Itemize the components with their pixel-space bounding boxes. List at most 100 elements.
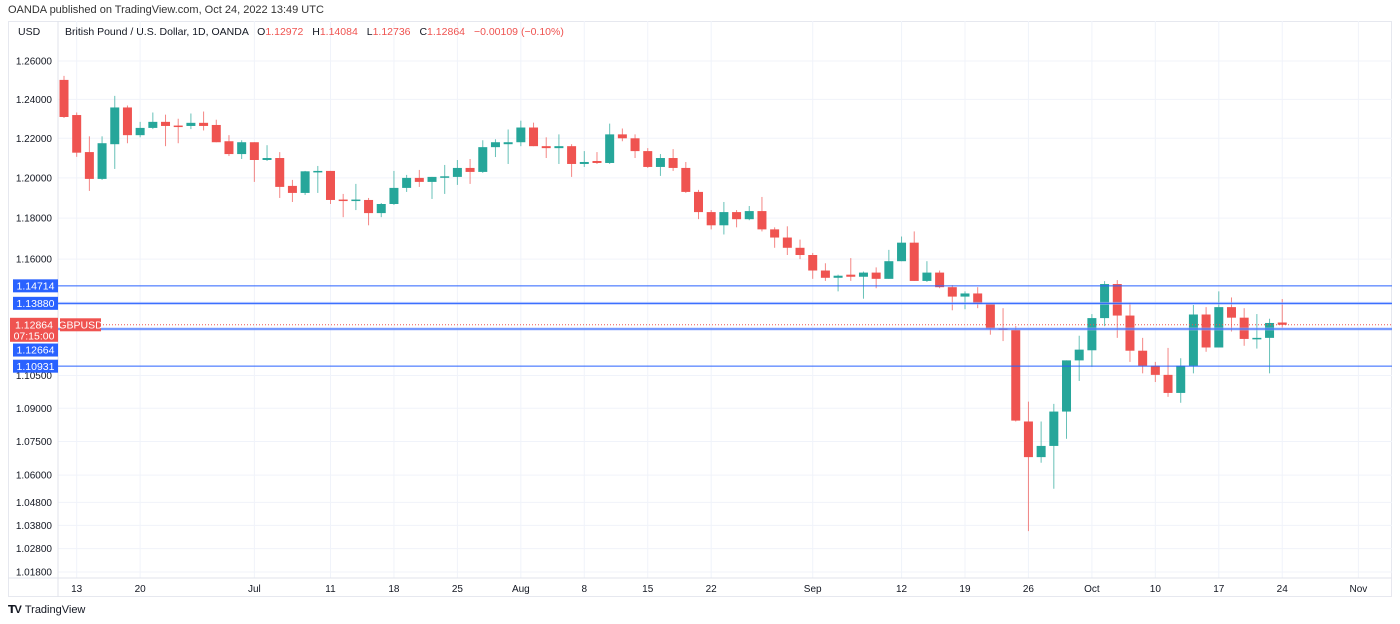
candle-up[interactable] [490,139,500,158]
candle-down[interactable] [770,227,780,248]
candle-down[interactable] [1138,337,1148,374]
candle-down[interactable] [122,105,132,144]
candle-up[interactable] [186,113,196,130]
candle-body [148,121,158,128]
candle-up[interactable] [97,136,107,180]
candle-down[interactable] [199,111,209,131]
candle-down[interactable] [694,189,703,220]
candle-down[interactable] [617,128,627,142]
candle-up[interactable] [110,95,120,169]
candle-down[interactable] [211,119,221,143]
candle-down[interactable] [161,114,171,147]
candle-up[interactable] [833,274,843,292]
candle-down[interactable] [414,169,424,187]
candle-down[interactable] [732,210,742,228]
candle-up[interactable] [402,174,412,192]
candle-down[interactable] [1150,361,1160,383]
horizontal-line[interactable]: 1.13880 [13,296,1392,310]
candle-down[interactable] [808,252,818,279]
candle-up[interactable] [922,261,932,282]
candle-up[interactable] [135,121,145,138]
candle-up[interactable] [1036,421,1046,463]
candle-up[interactable] [376,202,386,218]
candle-up[interactable] [237,140,247,160]
candle-down[interactable] [287,179,297,202]
candle-down[interactable] [947,285,957,311]
candle-down[interactable] [465,159,475,184]
candle-up[interactable] [452,159,462,185]
candle-down[interactable] [1011,326,1021,422]
candle-up[interactable] [1214,291,1224,348]
candle-down[interactable] [173,118,183,144]
candle-down[interactable] [935,270,945,289]
candle-down[interactable] [224,135,234,157]
candle-down[interactable] [325,170,335,204]
candle-down[interactable] [1239,308,1249,346]
candle-up[interactable] [858,271,868,299]
candle-up[interactable] [1265,318,1275,374]
candle-up[interactable] [427,176,437,199]
candle-up[interactable] [389,170,399,206]
time-axis[interactable]: 13 20 Jul 11 18 25 Aug 8 15 22 Sep 12 19 26 Oct 10 17 24 N… [71,584,1367,595]
candle-down[interactable] [668,149,678,171]
candle-up[interactable] [897,236,907,262]
candle-down[interactable] [1125,302,1135,362]
candle-down[interactable] [706,210,716,230]
candle-up[interactable] [313,165,323,193]
horizontal-line[interactable]: 1.10931 [13,359,1392,373]
candle-up[interactable] [744,206,754,221]
candle-up[interactable] [1062,360,1072,439]
candle-up[interactable] [516,120,526,147]
candle-down[interactable] [72,112,82,157]
candle-down[interactable] [1023,401,1033,532]
candle-down[interactable] [529,122,539,147]
candle-body [199,122,209,126]
candle-up[interactable] [262,145,272,161]
candle-up[interactable] [605,123,615,164]
price-axis[interactable]: 1.26000 1.24000 1.22000 1.20000 1.18000 1.160… [16,57,53,579]
candle-down[interactable] [59,75,69,118]
candle-down[interactable] [871,267,881,289]
candle-down[interactable] [1163,347,1173,397]
candle-up[interactable] [1049,403,1059,489]
candle-down[interactable] [643,148,653,168]
candle-down[interactable] [338,193,348,218]
candle-up[interactable] [503,129,513,164]
candle-up[interactable] [351,183,361,211]
candle-up[interactable] [1176,358,1186,403]
candle-up[interactable] [478,140,488,173]
horizontal-line[interactable]: 1.12664 [13,327,1392,357]
candle-down[interactable] [820,263,830,281]
candle-up[interactable] [884,249,894,279]
candle-down[interactable] [364,197,374,226]
candle-up[interactable] [554,134,564,164]
candle-up[interactable] [1074,335,1084,381]
candle-down[interactable] [249,142,259,182]
candle-down[interactable] [782,226,792,256]
candle-down[interactable] [630,134,640,159]
candle-down[interactable] [795,239,805,260]
candle-down[interactable] [846,258,856,281]
candle-down[interactable] [681,161,691,193]
candle-down[interactable] [275,152,285,198]
candle-down[interactable] [84,136,94,191]
candle-up[interactable] [579,151,589,167]
candle-up[interactable] [1087,314,1097,367]
footer[interactable]: 𝗧V TradingView [8,603,85,617]
candle-down[interactable] [541,137,551,159]
candle-up[interactable] [1252,314,1262,349]
candle-down[interactable] [592,152,602,164]
candle-up[interactable] [148,112,158,130]
candle-down[interactable] [973,287,983,309]
horizontal-line[interactable]: 1.14714 [13,279,1392,293]
candle-down[interactable] [567,144,577,177]
candle-up[interactable] [300,170,310,195]
candle-up[interactable] [960,291,970,310]
candle-down[interactable] [909,231,919,281]
candle-up[interactable] [719,201,729,235]
candle-up[interactable] [655,154,665,176]
candle-up[interactable] [440,164,450,194]
candle-up[interactable] [1188,305,1198,374]
candle-down[interactable] [757,196,767,232]
